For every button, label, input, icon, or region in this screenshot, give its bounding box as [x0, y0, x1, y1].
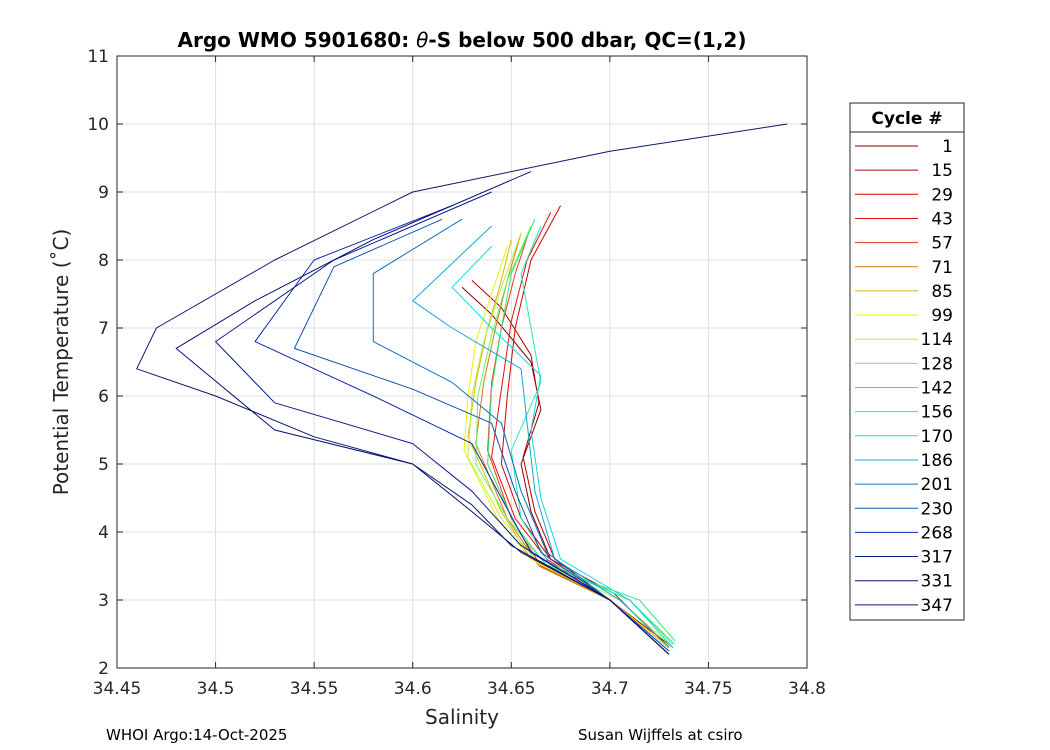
y-tick-label: 2 — [98, 659, 109, 679]
legend-label-29: 29 — [931, 185, 953, 205]
series-line-cycle-156 — [510, 225, 674, 645]
y-tick-label: 10 — [87, 115, 109, 135]
legend-title: Cycle # — [871, 109, 942, 129]
legend-label-170: 170 — [921, 427, 953, 447]
legend-label-71: 71 — [931, 258, 953, 278]
legend-label-1: 1 — [942, 137, 953, 157]
y-tick-label: 5 — [98, 455, 109, 475]
y-tick-label: 4 — [98, 523, 109, 543]
legend-label-317: 317 — [921, 548, 953, 568]
series-line-cycle-331 — [175, 171, 670, 655]
legend-label-201: 201 — [921, 475, 953, 495]
x-axis-label: Salinity — [425, 705, 499, 729]
series-line-cycle-347 — [136, 123, 788, 655]
legend-label-156: 156 — [921, 403, 953, 423]
legend-label-347: 347 — [921, 596, 953, 616]
series-line-cycle-186 — [412, 225, 670, 648]
series-line-cycle-230 — [293, 218, 670, 652]
x-tick-label: 34.45 — [93, 679, 142, 699]
y-tick-label: 8 — [98, 251, 109, 271]
legend-label-186: 186 — [921, 451, 953, 471]
legend-label-15: 15 — [931, 161, 953, 181]
legend-label-85: 85 — [931, 282, 953, 302]
plot-area — [117, 56, 807, 668]
plot-frame — [116, 55, 808, 669]
legend-label-128: 128 — [921, 354, 953, 374]
legend-label-114: 114 — [921, 330, 953, 350]
x-tick-label: 34.8 — [788, 679, 826, 699]
series-line-cycle-142 — [487, 219, 676, 642]
data-series — [136, 123, 788, 655]
series-line-cycle-317 — [215, 191, 670, 655]
legend: Cycle # 1 15 29 43 57 71 85 99 114 128 142 156 170 18… — [849, 102, 965, 621]
series-line-cycle-201 — [372, 218, 670, 652]
y-tick-label: 7 — [98, 319, 109, 339]
x-tick-label: 34.55 — [290, 679, 339, 699]
series-line-cycle-29 — [500, 205, 670, 648]
y-tick-label: 9 — [98, 183, 109, 203]
series-line-cycle-71 — [475, 232, 670, 648]
legend-label-142: 142 — [921, 379, 953, 399]
legend-label-57: 57 — [931, 234, 953, 254]
x-tick-label: 34.7 — [591, 679, 629, 699]
y-tick-label: 11 — [87, 47, 109, 67]
x-tick-label: 34.75 — [684, 679, 733, 699]
footer-right: Susan Wijffels at csiro — [578, 726, 743, 744]
legend-box — [849, 102, 965, 621]
legend-label-268: 268 — [921, 523, 953, 543]
legend-label-99: 99 — [931, 306, 953, 326]
x-tick-label: 34.65 — [487, 679, 536, 699]
x-tick-label: 34.6 — [394, 679, 432, 699]
y-tick-label: 6 — [98, 387, 109, 407]
series-line-cycle-170 — [451, 246, 674, 648]
y-axis-label: Potential Temperature (˚C) — [49, 229, 73, 496]
x-tick-label: 34.5 — [197, 679, 235, 699]
series-line-cycle-128 — [475, 225, 676, 645]
legend-label-331: 331 — [921, 572, 953, 592]
legend-label-230: 230 — [921, 499, 953, 519]
axis-ticks: 34.45 34.5 34.55 34.6 34.65 34.7 34.75 34.8 2 3 4 5… — [87, 47, 826, 699]
chart-title: Argo WMO 5901680: θ-S below 500 dbar, QC… — [178, 28, 747, 52]
y-tick-label: 3 — [98, 591, 109, 611]
legend-label-43: 43 — [931, 209, 953, 229]
footer-left: WHOI Argo:14-Oct-2025 — [106, 726, 288, 744]
